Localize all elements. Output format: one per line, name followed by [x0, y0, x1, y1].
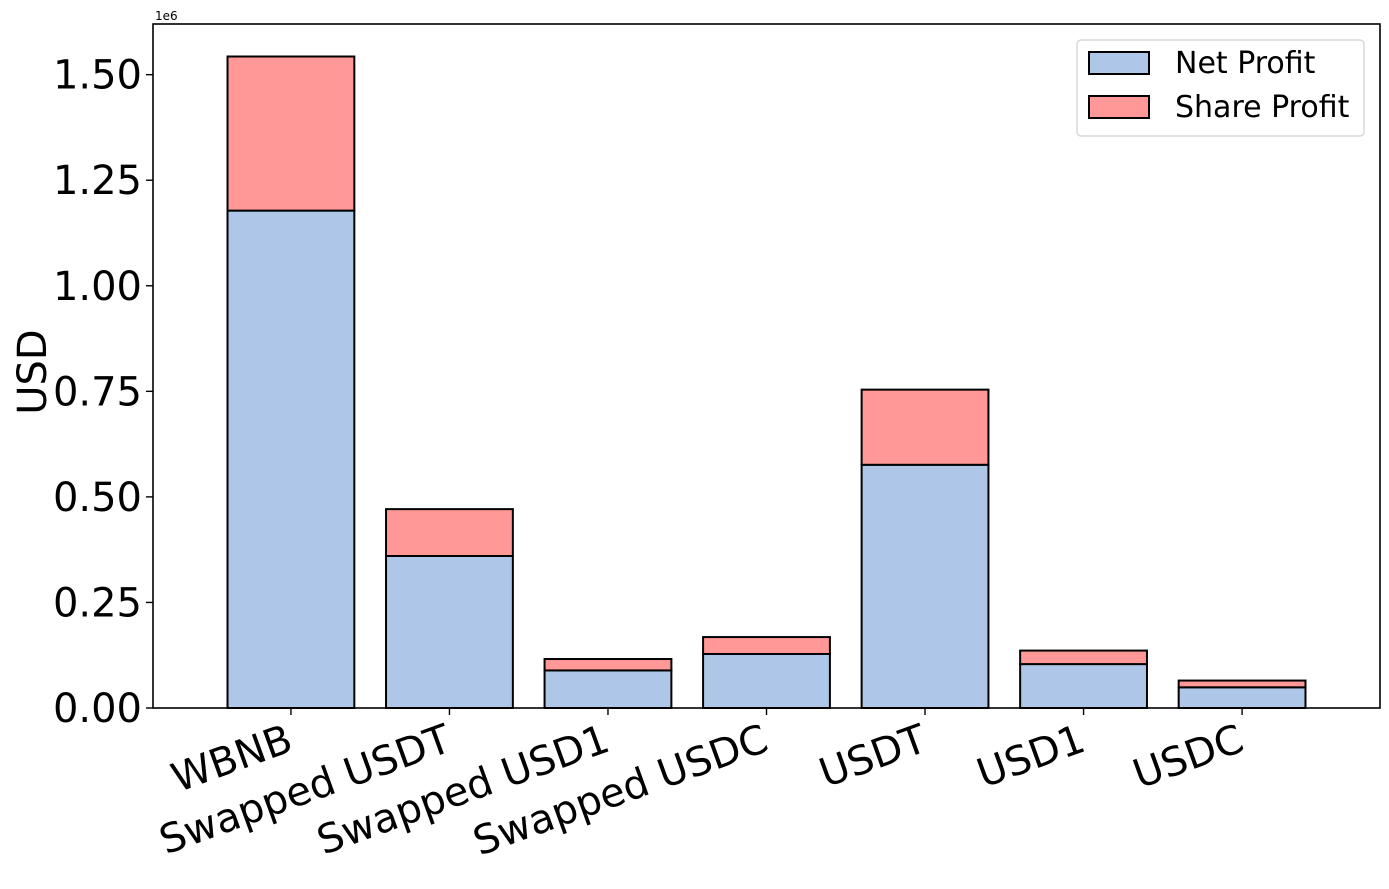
x-tick-label: USD1 — [971, 716, 1091, 797]
legend: Net Profit Share Profit — [1076, 39, 1365, 137]
y-axis-scale-label: 1e6 — [155, 9, 178, 23]
legend-swatch — [1088, 51, 1150, 75]
bar-net-profit — [1019, 663, 1148, 710]
bar-share-profit — [385, 508, 514, 558]
y-axis-label: USD — [10, 329, 56, 414]
x-tick-label: USDT — [813, 716, 933, 797]
bar-share-profit — [860, 388, 990, 466]
y-tick-label: 0.75 — [53, 369, 142, 415]
y-axis: 0.00 0.25 0.50 0.75 1.00 1.25 1.50 — [53, 53, 153, 732]
y-tick-label: 0.50 — [53, 475, 142, 521]
y-tick-label: 1.00 — [53, 264, 142, 310]
y-tick-label: 1.50 — [53, 53, 142, 99]
bars-layer — [226, 55, 1307, 710]
bar-net-profit — [543, 669, 673, 709]
y-tick-label: 0.00 — [53, 686, 142, 732]
legend-swatch — [1088, 95, 1150, 119]
bar-share-profit — [543, 658, 673, 672]
bar-share-profit — [702, 636, 831, 655]
bar-net-profit — [702, 652, 831, 710]
bar-net-profit — [860, 463, 990, 709]
y-tick-label: 0.25 — [53, 580, 142, 626]
bar-share-profit — [1177, 679, 1307, 689]
bar-net-profit — [385, 555, 514, 709]
legend-entry-label: Net Profit — [1175, 46, 1316, 81]
y-tick-label: 1.25 — [53, 158, 142, 204]
x-tick-label: USDC — [1127, 716, 1249, 798]
bar-share-profit — [1019, 649, 1148, 666]
bar-share-profit — [226, 55, 356, 212]
bar-net-profit — [226, 209, 356, 709]
legend-entry-label: Share Profit — [1175, 90, 1350, 125]
bar-net-profit — [1177, 686, 1307, 709]
